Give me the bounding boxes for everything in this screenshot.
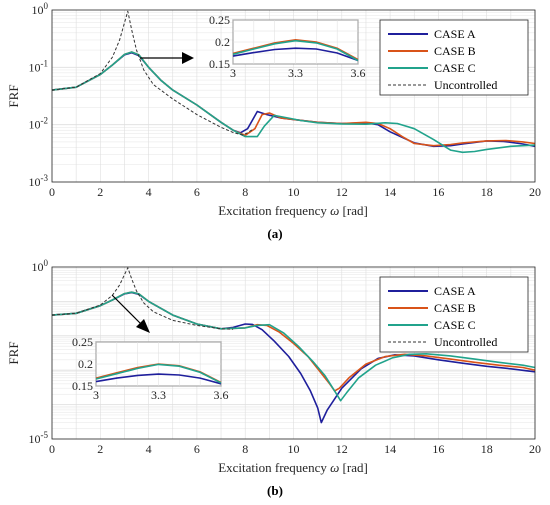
y-tick-label: 10-3 xyxy=(29,173,49,189)
panel-b-legend-label-case-a: CASE A xyxy=(434,284,476,298)
x-tick-label: 20 xyxy=(529,442,541,456)
panel-b-legend: CASE A CASE B CASE C Uncontrolled xyxy=(379,276,529,353)
y-tick-label: 10-5 xyxy=(29,430,49,446)
x-tick-label: 18 xyxy=(481,442,493,456)
panel-b-series xyxy=(51,267,536,424)
inset-series-line xyxy=(232,39,359,62)
y-tick-label: 100 xyxy=(32,1,49,17)
inset-y-tick-label: 0.2 xyxy=(78,357,93,371)
x-tick-label: 8 xyxy=(242,442,248,456)
panel-a: 0 2 4 6 8 10 12 14 16 18 20 100 10-1 10-2 10-3 FRF Ex… xyxy=(6,1,541,241)
panel-b-x-axis-label: Excitation frequency ω [rad] xyxy=(218,460,368,475)
x-tick-label: 4 xyxy=(146,185,152,199)
panel-b-legend-label-case-b: CASE B xyxy=(434,301,476,315)
panel-a-inset-tick-labels: 3 3.3 3.6 0.15 0.2 0.25 xyxy=(209,13,366,80)
panel-a-legend-label-uncontrolled: Uncontrolled xyxy=(434,78,497,92)
y-tick-label: 10-1 xyxy=(29,58,49,74)
inset-y-tick-label: 0.15 xyxy=(209,57,230,71)
panel-a-x-tick-labels: 0 2 4 6 8 10 12 14 16 18 20 xyxy=(49,185,541,199)
x-tick-label: 0 xyxy=(49,185,55,199)
panel-b-caption: (b) xyxy=(267,483,283,498)
panel-b-legend-label-case-c: CASE C xyxy=(434,318,476,332)
inset-y-tick-label: 0.25 xyxy=(72,335,93,349)
y-tick-label: 10-2 xyxy=(29,116,49,132)
x-tick-label: 10 xyxy=(288,185,300,199)
inset-series-line xyxy=(95,363,222,384)
x-tick-label: 8 xyxy=(242,185,248,199)
x-tick-label: 12 xyxy=(336,185,348,199)
panel-b-zoom-arrow xyxy=(111,294,143,326)
panel-b-zoom-arrowhead xyxy=(136,319,150,333)
panel-b-legend-box xyxy=(379,276,529,353)
x-tick-label: 10 xyxy=(288,442,300,456)
panel-b-inset: 3 3.3 3.6 0.15 0.2 0.25 xyxy=(72,335,229,402)
inset-y-tick-label: 0.2 xyxy=(215,35,230,49)
x-tick-label: 14 xyxy=(384,442,396,456)
panel-b-y-axis-label: FRF xyxy=(6,341,21,364)
panel-b-x-tick-labels: 0 2 4 6 8 10 12 14 16 18 20 xyxy=(49,442,541,456)
x-tick-label: 16 xyxy=(432,185,444,199)
panel-b-plot-frame xyxy=(51,266,536,440)
inset-x-tick-label: 3.6 xyxy=(351,66,366,80)
panel-a-x-axis-label: Excitation frequency ω [rad] xyxy=(218,203,368,218)
panel-a-y-axis-label: FRF xyxy=(6,84,21,107)
x-tick-label: 12 xyxy=(336,442,348,456)
inset-x-tick-label: 3 xyxy=(230,66,236,80)
panel-a-zoom-arrowhead xyxy=(182,52,194,64)
panel-a-legend-label-case-a: CASE A xyxy=(434,27,476,41)
panel-b-inset-series xyxy=(95,363,222,385)
series-line-case-c xyxy=(51,291,536,402)
y-tick-label: 100 xyxy=(32,258,49,274)
x-tick-label: 6 xyxy=(194,185,200,199)
x-tick-label: 14 xyxy=(384,185,396,199)
inset-series-line xyxy=(95,373,222,385)
panel-a-legend: CASE A CASE B CASE C Uncontrolled xyxy=(379,19,529,96)
panel-b: 0 2 4 6 8 10 12 14 16 18 20 100 10-5 FRF Excitation… xyxy=(6,258,541,498)
panel-a-inset: 3 3.3 3.6 0.15 0.2 0.25 xyxy=(209,13,366,80)
inset-y-tick-label: 0.25 xyxy=(209,13,230,27)
series-line-case-c xyxy=(51,51,536,154)
panel-b-inset-tick-labels: 3 3.3 3.6 0.15 0.2 0.25 xyxy=(72,335,229,402)
x-tick-label: 2 xyxy=(97,442,103,456)
panel-a-y-tick-labels: 100 10-1 10-2 10-3 xyxy=(29,1,49,189)
x-tick-label: 0 xyxy=(49,442,55,456)
x-tick-label: 18 xyxy=(481,185,493,199)
inset-series-line xyxy=(232,47,359,62)
x-tick-label: 6 xyxy=(194,442,200,456)
x-tick-label: 16 xyxy=(432,442,444,456)
panel-a-legend-label-case-c: CASE C xyxy=(434,61,476,75)
panel-a-inset-series xyxy=(232,38,359,62)
panel-a-legend-box xyxy=(379,19,529,96)
panel-b-legend-label-uncontrolled: Uncontrolled xyxy=(434,335,497,349)
inset-x-tick-label: 3.6 xyxy=(214,388,229,402)
panel-a-series xyxy=(51,10,536,154)
inset-x-tick-label: 3.3 xyxy=(151,388,166,402)
x-tick-label: 4 xyxy=(146,442,152,456)
inset-x-tick-label: 3 xyxy=(93,388,99,402)
x-tick-label: 2 xyxy=(97,185,103,199)
series-line-uncontrolled xyxy=(51,267,234,330)
panel-a-plot-frame xyxy=(51,9,536,183)
inset-x-tick-label: 3.3 xyxy=(288,66,303,80)
inset-y-tick-label: 0.15 xyxy=(72,379,93,393)
x-tick-label: 20 xyxy=(529,185,541,199)
panel-a-caption: (a) xyxy=(267,226,282,241)
series-line-uncontrolled xyxy=(51,10,253,136)
panel-b-y-tick-labels: 100 10-5 xyxy=(29,258,49,446)
panel-a-legend-label-case-b: CASE B xyxy=(434,44,476,58)
